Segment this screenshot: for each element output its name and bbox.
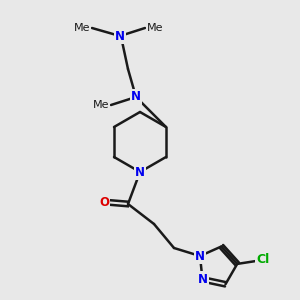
Text: O: O (99, 196, 109, 208)
Text: N: N (131, 91, 141, 103)
Text: N: N (195, 250, 205, 262)
Text: Cl: Cl (256, 254, 270, 266)
Text: N: N (115, 29, 125, 43)
Text: Me: Me (92, 100, 109, 110)
Text: N: N (197, 273, 208, 286)
Text: N: N (135, 166, 145, 178)
Text: Me: Me (74, 23, 90, 33)
Text: Me: Me (147, 23, 164, 33)
